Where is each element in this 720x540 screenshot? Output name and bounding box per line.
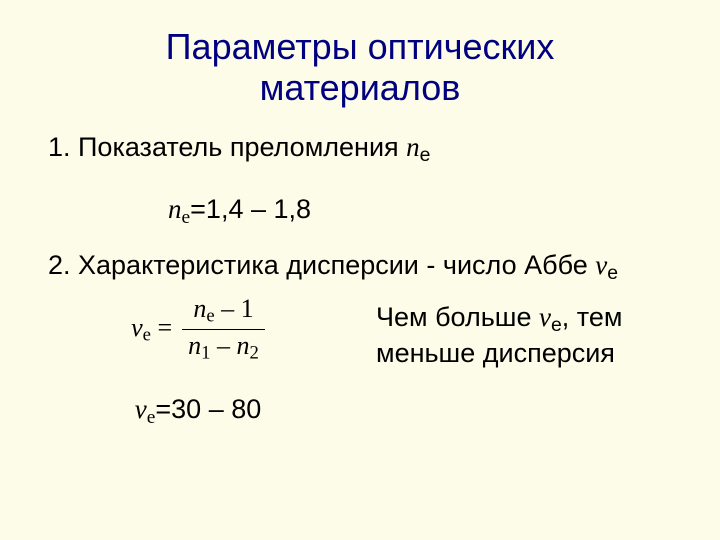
item-2-range-sym: ν	[135, 394, 147, 424]
den-a-sub: 1	[201, 343, 210, 364]
item-1-symbol-sub: е	[420, 144, 431, 166]
dispersion-note: Чем больше νе, тем меньше дисперсия	[376, 295, 636, 371]
slide-root: Параметры оптических материалов 1. Показ…	[0, 0, 720, 540]
item-2-symbol: ν	[595, 250, 607, 280]
item-2-symbol-sub: е	[607, 262, 618, 284]
slide-title: Параметры оптических материалов	[48, 26, 672, 109]
item-1-prefix: 1. Показатель преломления	[48, 132, 406, 162]
note-sym: ν	[539, 302, 551, 332]
item-2-range-val: 30 – 80	[171, 394, 261, 424]
formula-fraction: ne – 1 n1 – n2	[182, 295, 265, 365]
den-b: n	[237, 331, 250, 360]
item-1: 1. Показатель преломления nе	[48, 131, 672, 167]
formula-denominator: n1 – n2	[182, 332, 265, 364]
item-2-row: νe = ne – 1 n1 – n2 νе=30 – 80	[48, 295, 672, 429]
item-1-range-eq: =	[190, 194, 206, 224]
item-2-prefix: 2. Характеристика дисперсии - число Аббе	[48, 250, 595, 280]
item-1-range-val: 1,4 – 1,8	[206, 194, 311, 224]
item-2-range: νе=30 – 80	[135, 394, 262, 429]
formula-numerator: ne – 1	[187, 295, 259, 327]
den-b-sub: 2	[250, 343, 259, 364]
item-1-range-sym: n	[168, 194, 182, 224]
note-before: Чем больше	[376, 302, 539, 332]
num-tail: – 1	[215, 294, 254, 323]
formula-lhs: ν	[131, 313, 143, 342]
formula-block: νe = ne – 1 n1 – n2 νе=30 – 80	[48, 295, 348, 429]
item-1-range-sub: е	[182, 207, 191, 228]
formula-lhs-sub: e	[143, 325, 151, 346]
den-mid: –	[211, 331, 237, 360]
num-a: n	[193, 294, 206, 323]
formula-eq: =	[151, 313, 172, 342]
abbe-formula: νe = ne – 1 n1 – n2	[131, 295, 265, 365]
den-a: n	[188, 331, 201, 360]
note-sym-sub: е	[551, 314, 562, 336]
item-1-range: nе=1,4 – 1,8	[168, 194, 672, 229]
item-2: 2. Характеристика дисперсии - число Аббе…	[48, 249, 672, 285]
fraction-bar	[182, 329, 265, 330]
num-a-sub: e	[206, 306, 214, 327]
title-line-1: Параметры оптических	[166, 26, 555, 67]
item-1-symbol: n	[406, 132, 420, 162]
title-line-2: материалов	[260, 67, 461, 108]
item-2-range-eq: =	[155, 394, 171, 424]
